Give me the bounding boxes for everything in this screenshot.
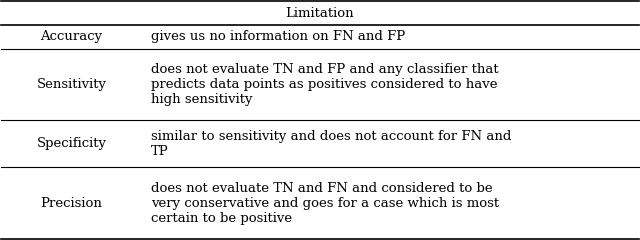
Text: Specificity: Specificity <box>36 137 106 150</box>
Text: Precision: Precision <box>40 197 102 210</box>
Text: similar to sensitivity and does not account for FN and
TP: similar to sensitivity and does not acco… <box>151 130 511 158</box>
Text: does not evaluate TN and FN and considered to be
very conservative and goes for : does not evaluate TN and FN and consider… <box>151 181 499 225</box>
Text: does not evaluate TN and FP and any classifier that
predicts data points as posi: does not evaluate TN and FP and any clas… <box>151 63 499 106</box>
Text: Accuracy: Accuracy <box>40 30 102 43</box>
Text: gives us no information on FN and FP: gives us no information on FN and FP <box>151 30 405 43</box>
Text: Sensitivity: Sensitivity <box>36 78 106 91</box>
Text: Limitation: Limitation <box>285 7 355 20</box>
